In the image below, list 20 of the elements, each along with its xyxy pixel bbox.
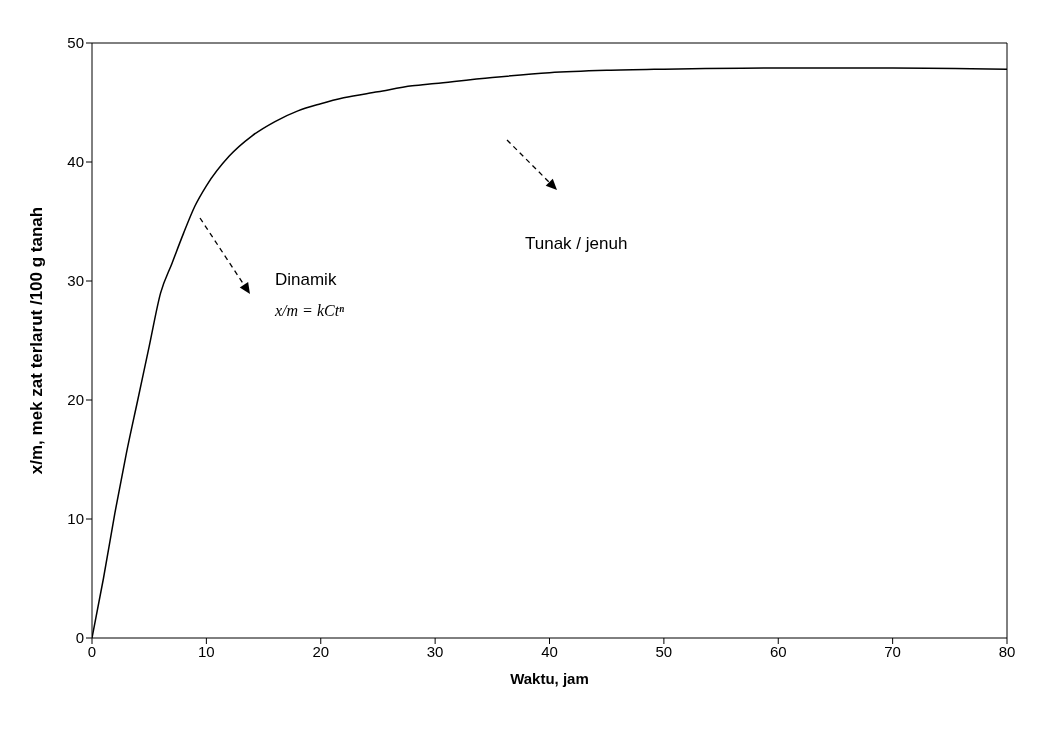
y-tick-label: 50 [67, 34, 84, 52]
y-tick-label: 30 [67, 272, 84, 290]
x-tick-label: 20 [312, 642, 330, 660]
x-tick-label: 40 [541, 642, 558, 660]
x-tick-label: 70 [884, 642, 901, 660]
x-tick-label: 50 [655, 642, 673, 660]
y-tick-label: 40 [67, 153, 84, 171]
y-tick-label: 20 [67, 391, 84, 409]
x-tick-label: 80 [998, 642, 1016, 660]
x-axis-title: Waktu, jam [510, 670, 589, 687]
annotation: x/m = kCtⁿ [275, 302, 345, 320]
annotation: Tunak / jenuh [525, 234, 628, 254]
x-tick-label: 60 [769, 642, 787, 660]
y-axis-title: x/m, mek zat terlarut /100 g tanah [27, 206, 47, 475]
x-tick-label: 10 [198, 642, 215, 660]
x-tick-label: 30 [426, 642, 444, 660]
y-tick-label: 0 [75, 629, 84, 647]
x-tick-label: 0 [87, 642, 97, 660]
annotation: Dinamik [275, 270, 337, 290]
y-tick-label: 10 [67, 510, 84, 528]
